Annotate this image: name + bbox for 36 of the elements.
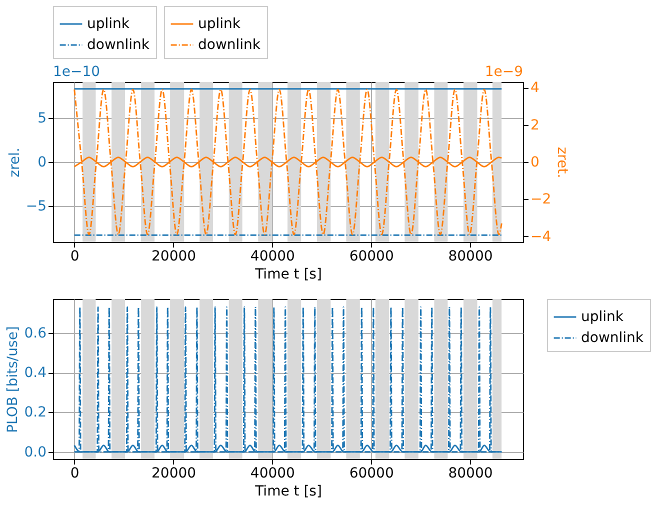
y-tick-label: 0.6 (24, 325, 47, 342)
legend-label: downlink (198, 37, 262, 53)
x-tick-label: 80000 (448, 248, 493, 264)
y-tick-label: −5 (26, 198, 46, 215)
legend-label: downlink (87, 37, 150, 53)
y-tick-label: 0.4 (24, 365, 47, 382)
y-tick-label: 5 (38, 110, 46, 126)
x-axis-title: Time t [s] (254, 484, 322, 500)
y-axis-title: PLOB [bits/use] (5, 326, 22, 433)
y-tick-label: 0.0 (24, 444, 46, 460)
text: 1e−9 (484, 64, 523, 80)
y2-tick-label: 2 (530, 117, 540, 134)
y2-tick-label: −4 (530, 228, 552, 245)
x-tick-label: 40000 (250, 466, 295, 482)
y-tick-label: 0.2 (24, 404, 46, 421)
y2-tick-label: −2 (530, 192, 552, 208)
x-tick-label: 60000 (349, 248, 394, 264)
y2-tick-label: 4 (530, 80, 540, 96)
legend-label: uplink (87, 16, 130, 32)
x-tick-label: 20000 (151, 248, 196, 264)
x-axis-title: Time t [s] (254, 266, 322, 282)
legend-label: uplink (198, 16, 242, 32)
y-axis-title: zrel. (6, 148, 23, 178)
x-tick-label: 20000 (151, 466, 196, 482)
y2-tick-label: 0 (530, 154, 540, 170)
legend-label: uplink (581, 309, 624, 325)
y-tick-label: 0 (38, 154, 46, 170)
legend-label: downlink (581, 330, 644, 346)
y2-axis-title: zret. (554, 146, 570, 178)
line-series (74, 88, 502, 236)
x-tick-label: 0 (70, 248, 80, 264)
x-tick-label: 60000 (349, 466, 394, 482)
x-tick-label: 0 (70, 466, 80, 482)
x-tick-label: 40000 (250, 248, 295, 264)
x-tick-label: 80000 (448, 466, 493, 482)
text: 1e−10 (53, 64, 100, 80)
